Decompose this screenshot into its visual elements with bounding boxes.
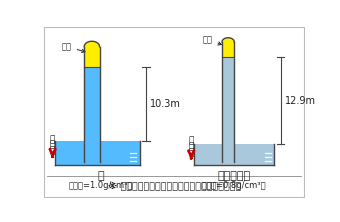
Text: ※ 水とエタノールでの大気圧の換算ヘッドの違い: ※ 水とエタノールでの大気圧の換算ヘッドの違い: [108, 182, 241, 191]
Text: 真空: 真空: [62, 42, 85, 52]
Text: 大: 大: [188, 137, 194, 145]
Bar: [84, 67, 100, 162]
Text: （密度=0.8g/cm³）: （密度=0.8g/cm³）: [202, 181, 267, 190]
Text: 気: 気: [50, 141, 55, 150]
Ellipse shape: [222, 38, 234, 46]
Text: 水: 水: [98, 171, 104, 181]
Text: エタノール: エタノール: [218, 171, 251, 181]
Bar: [84, 47, 100, 67]
Bar: [55, 141, 140, 165]
Text: （密度=1.0g/cm³）: （密度=1.0g/cm³）: [69, 181, 133, 190]
Text: 12.9m: 12.9m: [285, 95, 316, 105]
Text: 真空: 真空: [203, 35, 221, 45]
Ellipse shape: [84, 41, 100, 52]
Text: 圧: 圧: [50, 147, 55, 155]
Text: 気: 気: [188, 142, 194, 151]
FancyBboxPatch shape: [44, 27, 304, 197]
Bar: [222, 42, 234, 57]
Bar: [222, 57, 234, 162]
Text: 大: 大: [50, 135, 55, 144]
Text: 10.3m: 10.3m: [150, 99, 181, 109]
Text: 圧: 圧: [188, 148, 194, 157]
Bar: [193, 144, 274, 165]
